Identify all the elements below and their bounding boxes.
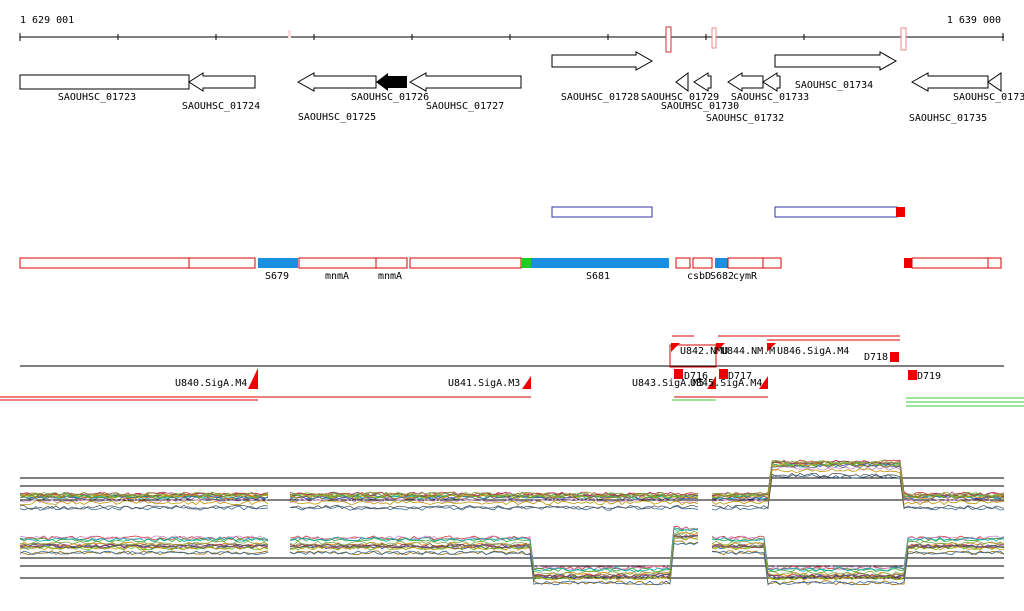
expression-trace bbox=[289, 495, 699, 501]
expression-trace bbox=[289, 527, 699, 573]
gene-label: SAOUHSC_01735 bbox=[909, 113, 987, 124]
expression-trace bbox=[289, 491, 699, 497]
expression-trace bbox=[711, 472, 1005, 510]
gene-label: SAOUHSC_01727 bbox=[426, 101, 504, 112]
expression-trace bbox=[711, 537, 1005, 573]
gene-label: SAOUHSC_01730 bbox=[661, 101, 739, 112]
gene-label: SAOUHSC_01724 bbox=[182, 101, 260, 112]
expression-trace bbox=[19, 543, 269, 549]
gene-label: SAOUHSC_0173 bbox=[953, 92, 1024, 103]
promoter-label: U842.NMU bbox=[680, 346, 728, 357]
gene-label: SAOUHSC_01732 bbox=[706, 113, 784, 124]
gene-label: SAOUHSC_01723 bbox=[58, 92, 136, 103]
gene-track: SAOUHSC_01723 SAOUHSC_01724 SAOUHSC_0172… bbox=[19, 51, 1024, 124]
expression-trace bbox=[289, 493, 699, 499]
expression-trace bbox=[711, 537, 1005, 572]
expression-trace bbox=[19, 545, 269, 551]
promoter-label: U846.SigA.M4 bbox=[777, 346, 849, 357]
expression-trace bbox=[19, 505, 269, 511]
promoter-label: D718 bbox=[864, 352, 888, 363]
expression-trace bbox=[289, 540, 699, 586]
promoter-label: D717 bbox=[728, 371, 752, 382]
expression-trace bbox=[711, 541, 1005, 577]
promoter-label: U845.SigA.M4 bbox=[690, 378, 762, 389]
segment-track: S679 mnmA mnmA S681 csbD S682 cymR bbox=[19, 257, 1002, 282]
expression-trace bbox=[711, 461, 1005, 499]
expression-trace bbox=[19, 491, 269, 497]
gene-label: SAOUHSC_01733 bbox=[731, 92, 809, 103]
segment-label: cymR bbox=[733, 271, 758, 282]
segment-label: S682 bbox=[710, 271, 734, 282]
expression-trace bbox=[711, 543, 1005, 579]
expression-trace bbox=[712, 550, 1005, 586]
expression-trace bbox=[19, 504, 269, 510]
expression-trace bbox=[711, 535, 1005, 571]
expression-trace bbox=[711, 550, 1005, 586]
expression-trace bbox=[289, 535, 699, 579]
expression-trace bbox=[19, 536, 269, 542]
segment-label: csbD bbox=[687, 271, 711, 282]
expression-trace bbox=[19, 543, 269, 549]
expression-trace bbox=[19, 535, 269, 541]
expression-trace bbox=[289, 491, 699, 497]
expression-trace bbox=[289, 542, 699, 586]
segment-label: mnmA bbox=[325, 271, 349, 282]
promoter-label: U840.SigA.M4 bbox=[175, 378, 247, 389]
ruler-start: 1 629 001 bbox=[20, 15, 74, 26]
expression-trace bbox=[711, 466, 1005, 503]
expression-trace bbox=[289, 526, 699, 571]
promoter-label: D716 bbox=[684, 371, 708, 382]
feature-track bbox=[551, 206, 905, 218]
gene-label: SAOUHSC_01728 bbox=[561, 92, 639, 103]
gene-label: SAOUHSC_01726 bbox=[351, 92, 429, 103]
promoter-label: U844.NM.M bbox=[721, 346, 775, 357]
expression-trace bbox=[290, 504, 699, 510]
segment-label: S679 bbox=[265, 271, 289, 282]
expression-trace bbox=[711, 540, 1005, 576]
expression-trace bbox=[711, 473, 1005, 511]
expression-trace bbox=[289, 530, 699, 576]
ruler: 1 629 001 1 639 000 bbox=[19, 15, 1004, 53]
expression-trace bbox=[711, 459, 1005, 497]
promoter-track: U840.SigA.M4 U841.SigA.M3 U842.NMU U843.… bbox=[0, 335, 1024, 407]
expression-trace bbox=[711, 535, 1005, 571]
segment-label: S681 bbox=[586, 271, 610, 282]
expression-trace bbox=[19, 550, 269, 556]
expression-trace bbox=[19, 537, 269, 543]
gene-label: SAOUHSC_01729 bbox=[641, 92, 719, 103]
promoter-label: U841.SigA.M3 bbox=[448, 378, 520, 389]
promoter-label: D719 bbox=[917, 371, 941, 382]
expression-trace bbox=[711, 459, 1005, 497]
expression-panels bbox=[19, 459, 1005, 586]
expression-trace bbox=[19, 493, 269, 499]
expression-trace bbox=[711, 468, 1005, 506]
gene-label: SAOUHSC_01725 bbox=[298, 112, 376, 123]
expression-trace bbox=[289, 505, 699, 511]
expression-trace bbox=[19, 550, 269, 556]
ruler-end: 1 639 000 bbox=[947, 15, 1001, 26]
expression-trace bbox=[711, 463, 1005, 501]
segment-label: mnmA bbox=[378, 271, 402, 282]
expression-trace bbox=[20, 500, 269, 506]
gene-label: SAOUHSC_01734 bbox=[795, 80, 873, 91]
promoter-label: U843.SigA.M5 bbox=[632, 378, 704, 389]
expression-trace bbox=[289, 500, 699, 506]
expression-trace bbox=[19, 545, 269, 551]
expression-trace bbox=[19, 540, 269, 546]
expression-trace bbox=[289, 527, 699, 572]
